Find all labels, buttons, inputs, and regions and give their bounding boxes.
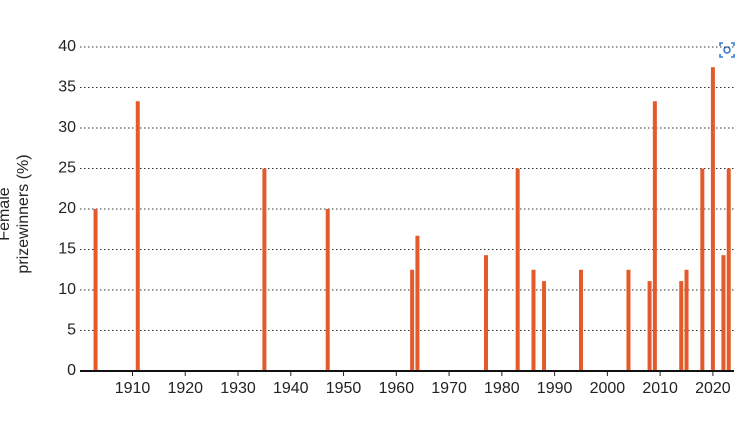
y-axis-label: Female prizewinners (%) [0,154,32,274]
bar [542,281,547,371]
bar [415,235,420,371]
x-tick-label: 1980 [484,380,520,397]
bar [410,269,415,371]
x-tick-label: 1960 [379,380,415,397]
bar [484,255,489,371]
bar [515,168,520,371]
y-tick-label: 35 [58,79,76,96]
bar [652,101,657,372]
bar [710,67,715,371]
x-tick-label: 2010 [642,380,678,397]
x-tick-label: 1950 [326,380,362,397]
bar [93,209,98,371]
bar [684,269,689,371]
x-tick-label: 1990 [537,380,573,397]
y-tick-label: 40 [58,38,76,55]
bar [626,269,631,371]
x-tick-label: 2000 [590,380,626,397]
x-tick-label: 1970 [431,380,467,397]
x-tick-label: 1910 [115,380,151,397]
x-tick-label: 1930 [220,380,256,397]
bar [531,269,536,371]
y-tick-label: 25 [58,160,76,177]
bar [721,255,726,371]
x-tick-label: 1940 [273,380,309,397]
bar [679,281,684,371]
y-tick-label: 20 [58,200,76,217]
bar [700,168,705,371]
lens-icon [719,42,735,58]
bar [325,209,330,371]
bar [262,168,267,371]
y-tick-label: 10 [58,281,76,298]
y-tick-label: 15 [58,241,76,258]
y-tick-label: 5 [67,322,76,339]
x-tick-label: 1920 [167,380,203,397]
y-tick-label: 30 [58,119,76,136]
bar [578,269,583,371]
bar [647,281,652,371]
bar [135,101,140,372]
x-tick-label: 2020 [695,380,731,397]
bar [726,168,731,371]
y-tick-label: 0 [67,362,76,379]
